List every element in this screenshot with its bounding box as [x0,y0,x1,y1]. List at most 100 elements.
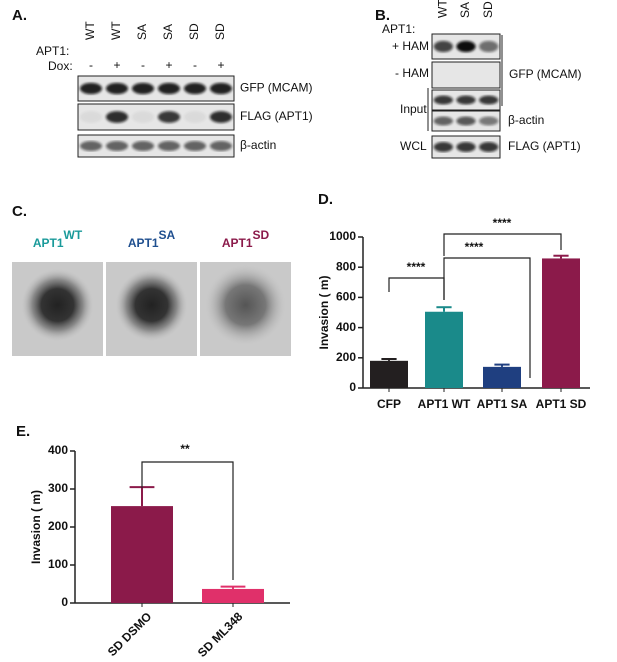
spheroid [21,269,94,341]
lane-label: SA [458,2,472,18]
panel-label: E. [16,423,30,440]
blot-label: GFP (MCAM) [509,67,581,81]
lane-label: WT [83,21,97,40]
y-tick-label: 200 [336,350,356,364]
y-tick-label: 400 [48,443,68,457]
lane-label: SA [135,24,149,40]
blot-band [433,116,453,126]
blot-label: β-actin [508,113,544,127]
y-tick-label: 0 [61,595,68,609]
title-sup: WT [64,228,83,242]
blot-band [456,116,476,126]
row-label: - HAM [395,66,429,80]
blot-band [105,111,129,123]
blot-band [131,111,155,123]
significance-bracket [443,233,562,256]
significance-label: **** [493,216,512,230]
blot-band [209,111,233,123]
panel-label: A. [12,7,27,24]
lane-label: WT [109,21,123,40]
blots: APT1:Dox:WT-WT+SA-SA+SD-SD+GFP (MCAM)FLA… [36,0,581,159]
image-title: APT1WT [33,228,83,250]
blot-band [131,82,155,95]
blot-label: GFP (MCAM) [240,81,312,95]
blot-band [157,111,181,123]
blot-band [79,111,103,123]
bar [483,366,521,388]
x-tick-label: SD ML348 [195,609,246,660]
blot-band [183,141,207,151]
x-tick-label: APT1 SA [477,397,528,411]
y-tick-label: 300 [48,481,68,495]
blot-band [433,142,453,152]
spheroid [115,269,188,341]
lane-label: SD [481,1,495,18]
blot-band [456,40,476,53]
y-axis-label: Invasion ( m) [317,275,331,349]
lane-label: SA [161,24,175,40]
row-label: Dox: [48,59,73,73]
bar [111,506,173,603]
blot-band [479,142,499,152]
bar [202,588,264,603]
row-label: + HAM [392,39,429,53]
blot-label: β-actin [240,138,276,152]
image-title: APT1SA [128,228,176,250]
spheroid [205,265,286,345]
blot-band [456,142,476,152]
dox-label: + [165,58,172,72]
blot-band [479,116,499,126]
y-tick-label: 400 [336,320,356,334]
y-axis-label: Invasion ( m) [29,490,43,564]
x-tick-label: CFP [377,397,401,411]
blot-band [209,82,233,95]
blot-frame [77,75,235,102]
blot-band [105,141,129,151]
y-tick-label: 600 [336,290,356,304]
row-label: APT1: [36,44,69,58]
blot-band [131,141,155,151]
dox-label: + [217,58,224,72]
blot-label: FLAG (APT1) [240,109,313,123]
title: APT1 [128,236,159,250]
blot-band [433,40,453,53]
y-tick-label: 100 [48,557,68,571]
blot-band [479,95,499,105]
panel-label: C. [12,203,27,220]
significance-bracket [443,257,531,378]
blot-band [433,95,453,105]
dox-label: - [141,58,145,72]
x-tick-label: APT1 SD [536,397,587,411]
panel-label: D. [318,191,333,208]
significance-label: **** [407,260,426,274]
panel-label: B. [375,7,390,24]
y-tick-label: 200 [48,519,68,533]
blot-band [157,82,181,95]
y-tick-label: 0 [349,380,356,394]
image-title: APT1SD [222,228,270,250]
blot-frame [431,61,501,89]
title: APT1 [222,236,253,250]
significance-label: **** [465,240,484,254]
row-label: WCL [400,139,427,153]
blot-band [79,82,103,95]
x-tick-label: APT1 WT [418,397,471,411]
blot-band [479,40,499,53]
row-label: APT1: [382,22,415,36]
blot-frame [77,103,235,131]
dox-label: - [89,58,93,72]
blot-band [456,95,476,105]
x-tick-label: SD DSMO [105,609,155,659]
bar [542,258,580,388]
lane-label: SD [187,23,201,40]
bar [370,360,408,388]
title: APT1 [33,236,64,250]
significance-bracket [141,461,234,580]
bar [425,311,463,388]
blot-band [183,82,207,95]
blot-band [105,82,129,95]
blot-band [79,141,103,151]
significance-bracket [388,277,445,300]
dox-label: - [193,58,197,72]
blot-label: FLAG (APT1) [508,139,581,153]
